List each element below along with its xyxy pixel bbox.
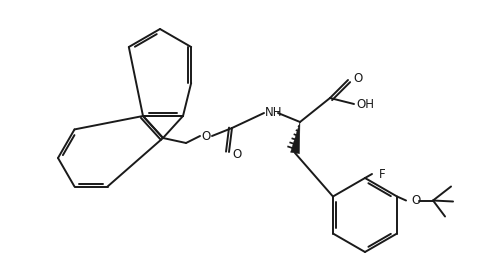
Text: O: O [232, 148, 241, 162]
Polygon shape [291, 122, 300, 154]
Text: O: O [202, 129, 211, 143]
Text: NH: NH [265, 106, 283, 118]
Text: OH: OH [356, 98, 374, 110]
Text: F: F [379, 168, 386, 181]
Text: O: O [411, 194, 420, 207]
Text: O: O [353, 73, 362, 85]
